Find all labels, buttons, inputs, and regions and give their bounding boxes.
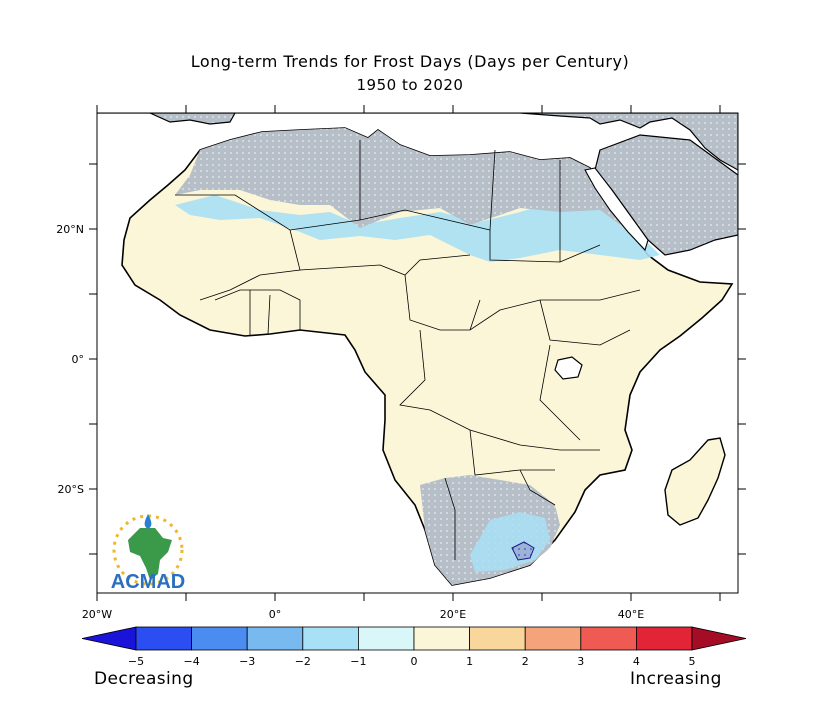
colorbar-arrow-high [691, 626, 747, 651]
colorbar-tick-label: −5 [128, 655, 144, 668]
colorbar-tick-label: 3 [577, 655, 584, 668]
increasing-label: Increasing [630, 669, 722, 689]
lon-label-20e: 20°E [440, 608, 466, 621]
logo-africa-shape [128, 528, 172, 580]
map-title: Long-term Trends for Frost Days (Days pe… [190, 52, 630, 71]
europe-landmass [97, 113, 738, 171]
colorbar-arrow-low [81, 626, 137, 651]
colorbar-box [135, 626, 192, 651]
north-stippled-zone [175, 128, 630, 232]
lat-label-0: 0° [72, 353, 85, 366]
colorbar-tick-label: −1 [350, 655, 366, 668]
country-borders [175, 140, 641, 560]
colorbar: −5 −4 −3 −2 −1 0 1 2 3 4 5 [81, 626, 747, 668]
lesotho-blue-zone [511, 541, 535, 561]
colorbar-box [413, 626, 470, 651]
colorbar-box [469, 626, 526, 651]
acmad-logo: ACMAD [111, 514, 185, 593]
colorbar-box [191, 626, 248, 651]
colorbar-tick-label: −4 [183, 655, 199, 668]
colorbar-tick-label: 2 [522, 655, 529, 668]
colorbar-box [580, 626, 637, 651]
colorbar-box [302, 626, 359, 651]
decreasing-label: Decreasing [94, 669, 194, 689]
red-sea [584, 167, 649, 252]
lon-ticks [96, 105, 721, 601]
logo-drop-icon [144, 514, 152, 529]
madagascar [664, 437, 726, 526]
lon-label-20w: 20°W [82, 608, 112, 621]
lat-label-20s: 20°S [58, 483, 84, 496]
colorbar-tick-label: −2 [295, 655, 311, 668]
lat-label-20n: 20°N [56, 223, 84, 236]
colorbar-box [357, 626, 415, 651]
map-subtitle: 1950 to 2020 [356, 76, 464, 94]
colorbar-tick-label: −3 [239, 655, 255, 668]
logo-text: ACMAD [111, 571, 185, 593]
lon-label-40e: 40°E [618, 608, 644, 621]
lon-label-0: 0° [269, 608, 282, 621]
lake-victoria [554, 356, 583, 380]
colorbar-box [636, 626, 693, 651]
map-frame [96, 112, 739, 594]
colorbar-tick-label: 0 [411, 655, 418, 668]
north-light-blue-zone [175, 195, 660, 262]
colorbar-tick-label: 1 [466, 655, 473, 668]
colorbar-tick-label: 5 [689, 655, 696, 668]
colorbar-box [246, 626, 304, 651]
iberia-top [149, 113, 236, 125]
colorbar-box [524, 626, 582, 651]
lat-ticks [89, 163, 746, 555]
colorbar-tick-label: 4 [633, 655, 640, 668]
